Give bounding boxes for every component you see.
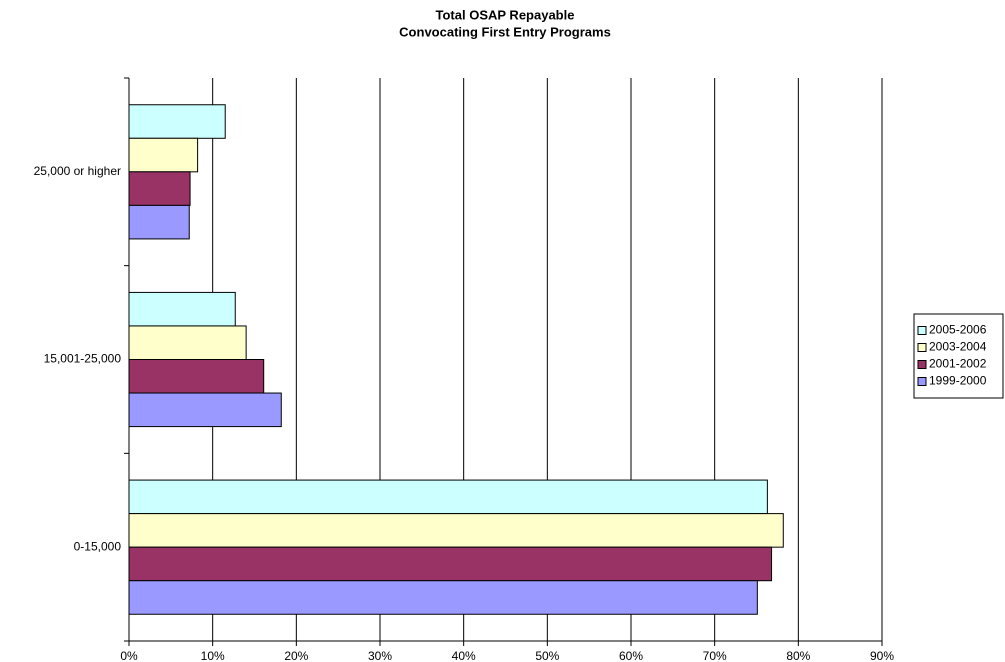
x-tick-label: 60% — [619, 649, 643, 662]
bar — [128, 580, 758, 615]
bar — [128, 325, 247, 361]
bar — [128, 392, 282, 428]
bar — [128, 479, 768, 515]
y-tick-label: 0-15,000 — [74, 539, 122, 553]
y-tick-label: 15,001-25,000 — [44, 352, 122, 366]
x-tick-label: 90% — [870, 649, 894, 662]
x-tick-label: 20% — [284, 649, 308, 662]
x-tick-label: 70% — [703, 649, 727, 662]
x-tick-label: 30% — [368, 649, 392, 662]
x-tick-label: 80% — [786, 649, 810, 662]
x-tick-label: 50% — [535, 649, 559, 662]
legend-label: 2005-2006 — [929, 323, 987, 337]
legend-swatch — [917, 377, 927, 386]
legend-box — [913, 313, 1004, 399]
chart-title: Total OSAP Repayable — [436, 7, 575, 22]
legend-swatch — [917, 326, 927, 335]
bar — [128, 204, 190, 240]
y-tick-label: 25,000 or higher — [34, 164, 121, 178]
legend-swatch — [917, 360, 927, 369]
x-tick-label: 40% — [452, 649, 476, 662]
bar — [128, 546, 773, 582]
bar — [128, 513, 784, 548]
chart-title: Convocating First Entry Programs — [399, 24, 611, 39]
legend-label: 1999-2000 — [929, 374, 987, 388]
legend-label: 2001-2002 — [929, 357, 987, 371]
x-tick-label: 10% — [201, 649, 225, 662]
bar — [128, 291, 236, 327]
bar — [128, 171, 191, 206]
bar — [128, 359, 265, 394]
legend-swatch — [917, 343, 927, 352]
bar — [128, 137, 199, 173]
x-tick-label: 0% — [120, 649, 138, 662]
bar — [128, 104, 226, 139]
legend-label: 2003-2004 — [929, 340, 987, 354]
